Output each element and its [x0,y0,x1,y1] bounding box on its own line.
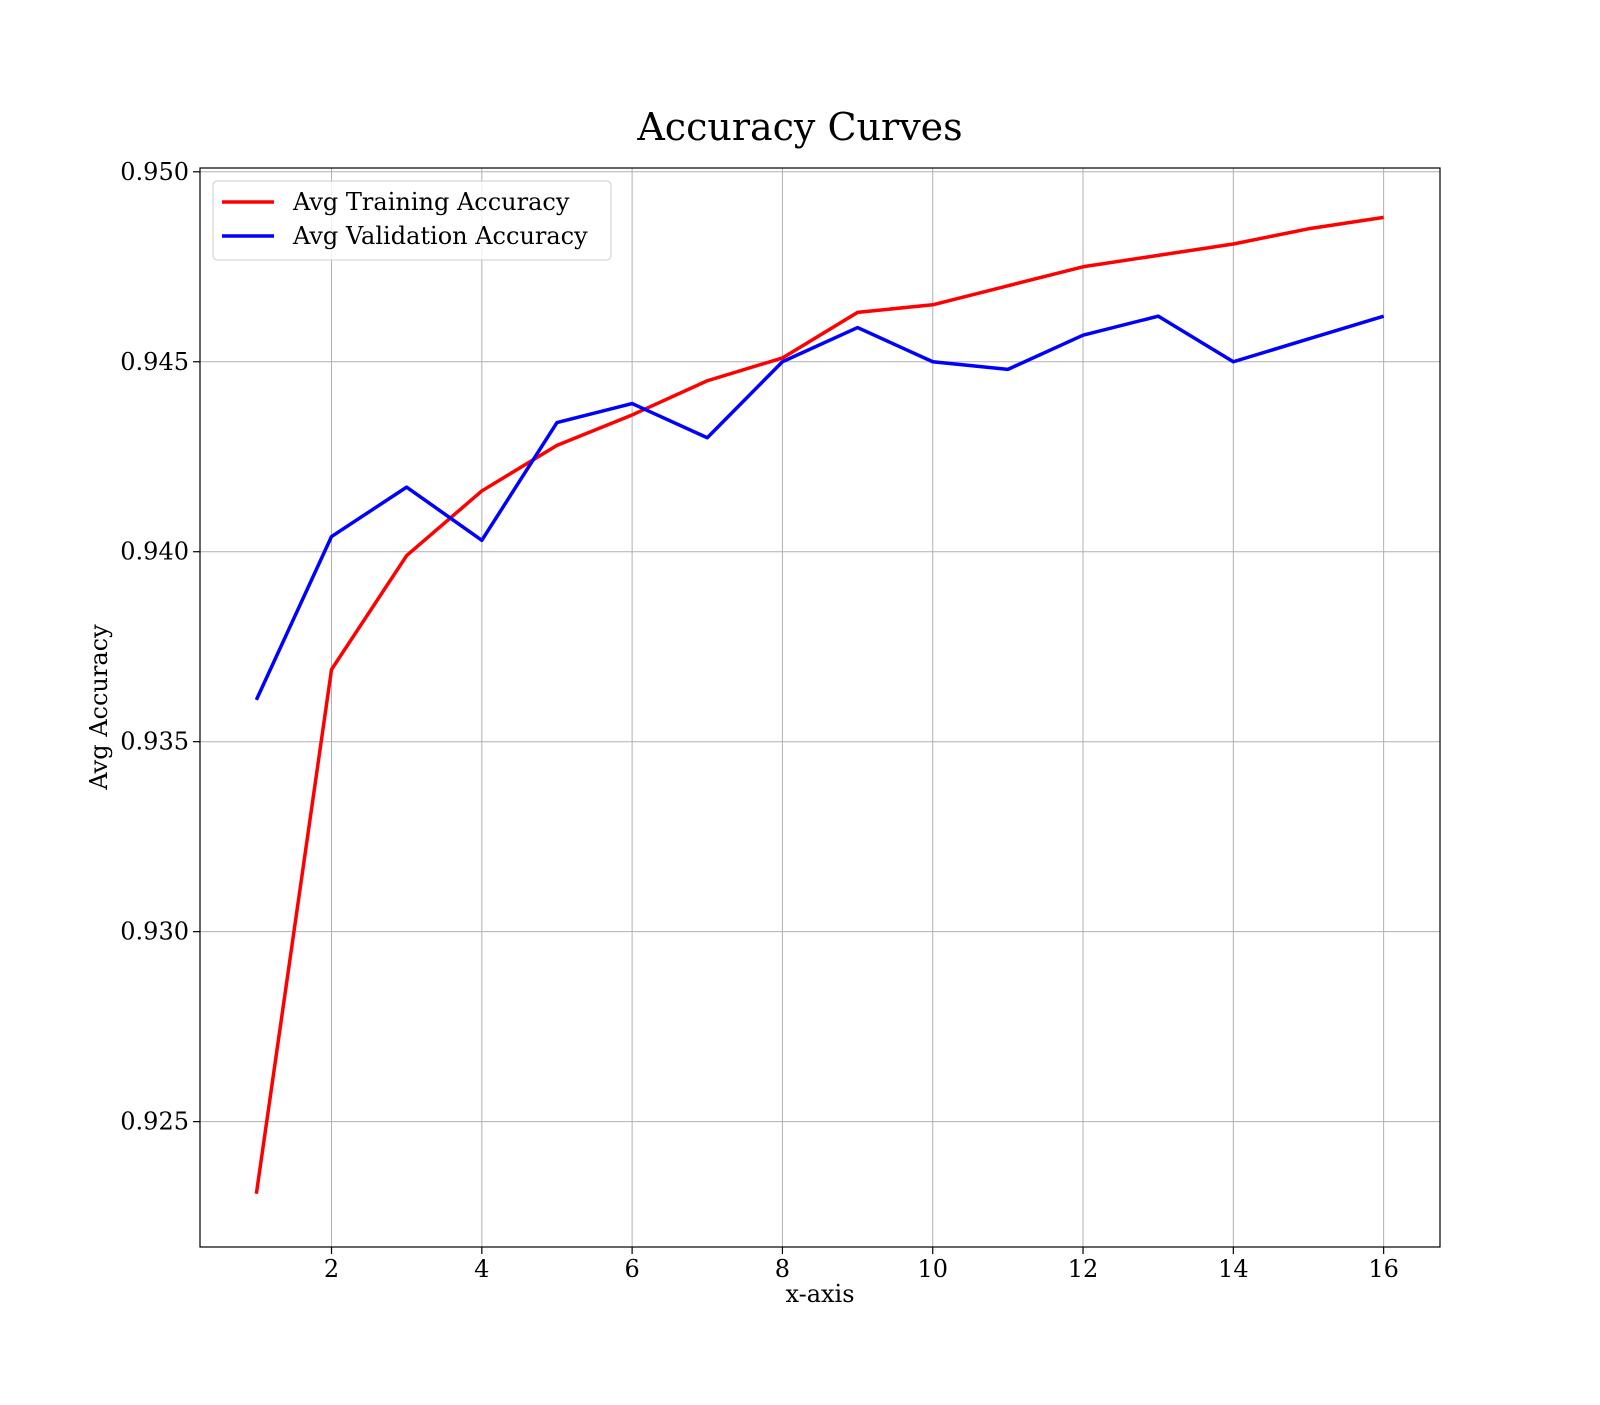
x-tick-label: 8 [775,1255,790,1283]
y-axis-ticks: 0.925 0.930 0.935 0.940 0.945 0.950 [120,158,200,1136]
series-line-training [254,215,1384,1195]
x-tick-label: 6 [624,1255,639,1283]
y-tick-label: 0.940 [120,538,189,566]
y-tick-label: 0.935 [120,728,189,756]
legend-label-validation: Avg Validation Accuracy [292,222,588,250]
y-tick-label: 0.925 [120,1108,189,1136]
legend-box [212,180,612,261]
y-tick-label: 0.930 [120,918,189,946]
x-tick-label: 14 [1218,1255,1249,1283]
series-line-validation [254,314,1385,701]
series-lines [254,215,1385,1195]
grid-lines [200,168,1440,1247]
x-tick-label: 4 [474,1255,489,1283]
chart-legend: Avg Training Accuracy Avg Validation Accu… [212,180,612,261]
y-tick-label: 0.945 [120,348,189,376]
legend-label-training: Avg Training Accuracy [292,188,570,216]
x-axis-label: x-axis [785,1280,854,1308]
y-tick-label: 0.950 [120,158,189,186]
plot-area-frame [199,167,1441,1248]
x-axis-ticks: 2 4 6 8 10 12 14 16 [324,1247,1399,1283]
y-axis-label: Avg Accuracy [85,624,113,791]
x-tick-label: 10 [917,1255,948,1283]
x-tick-label: 16 [1368,1255,1399,1283]
x-tick-label: 2 [324,1255,339,1283]
chart-title: Accuracy Curves [636,105,962,149]
x-tick-label: 12 [1068,1255,1099,1283]
